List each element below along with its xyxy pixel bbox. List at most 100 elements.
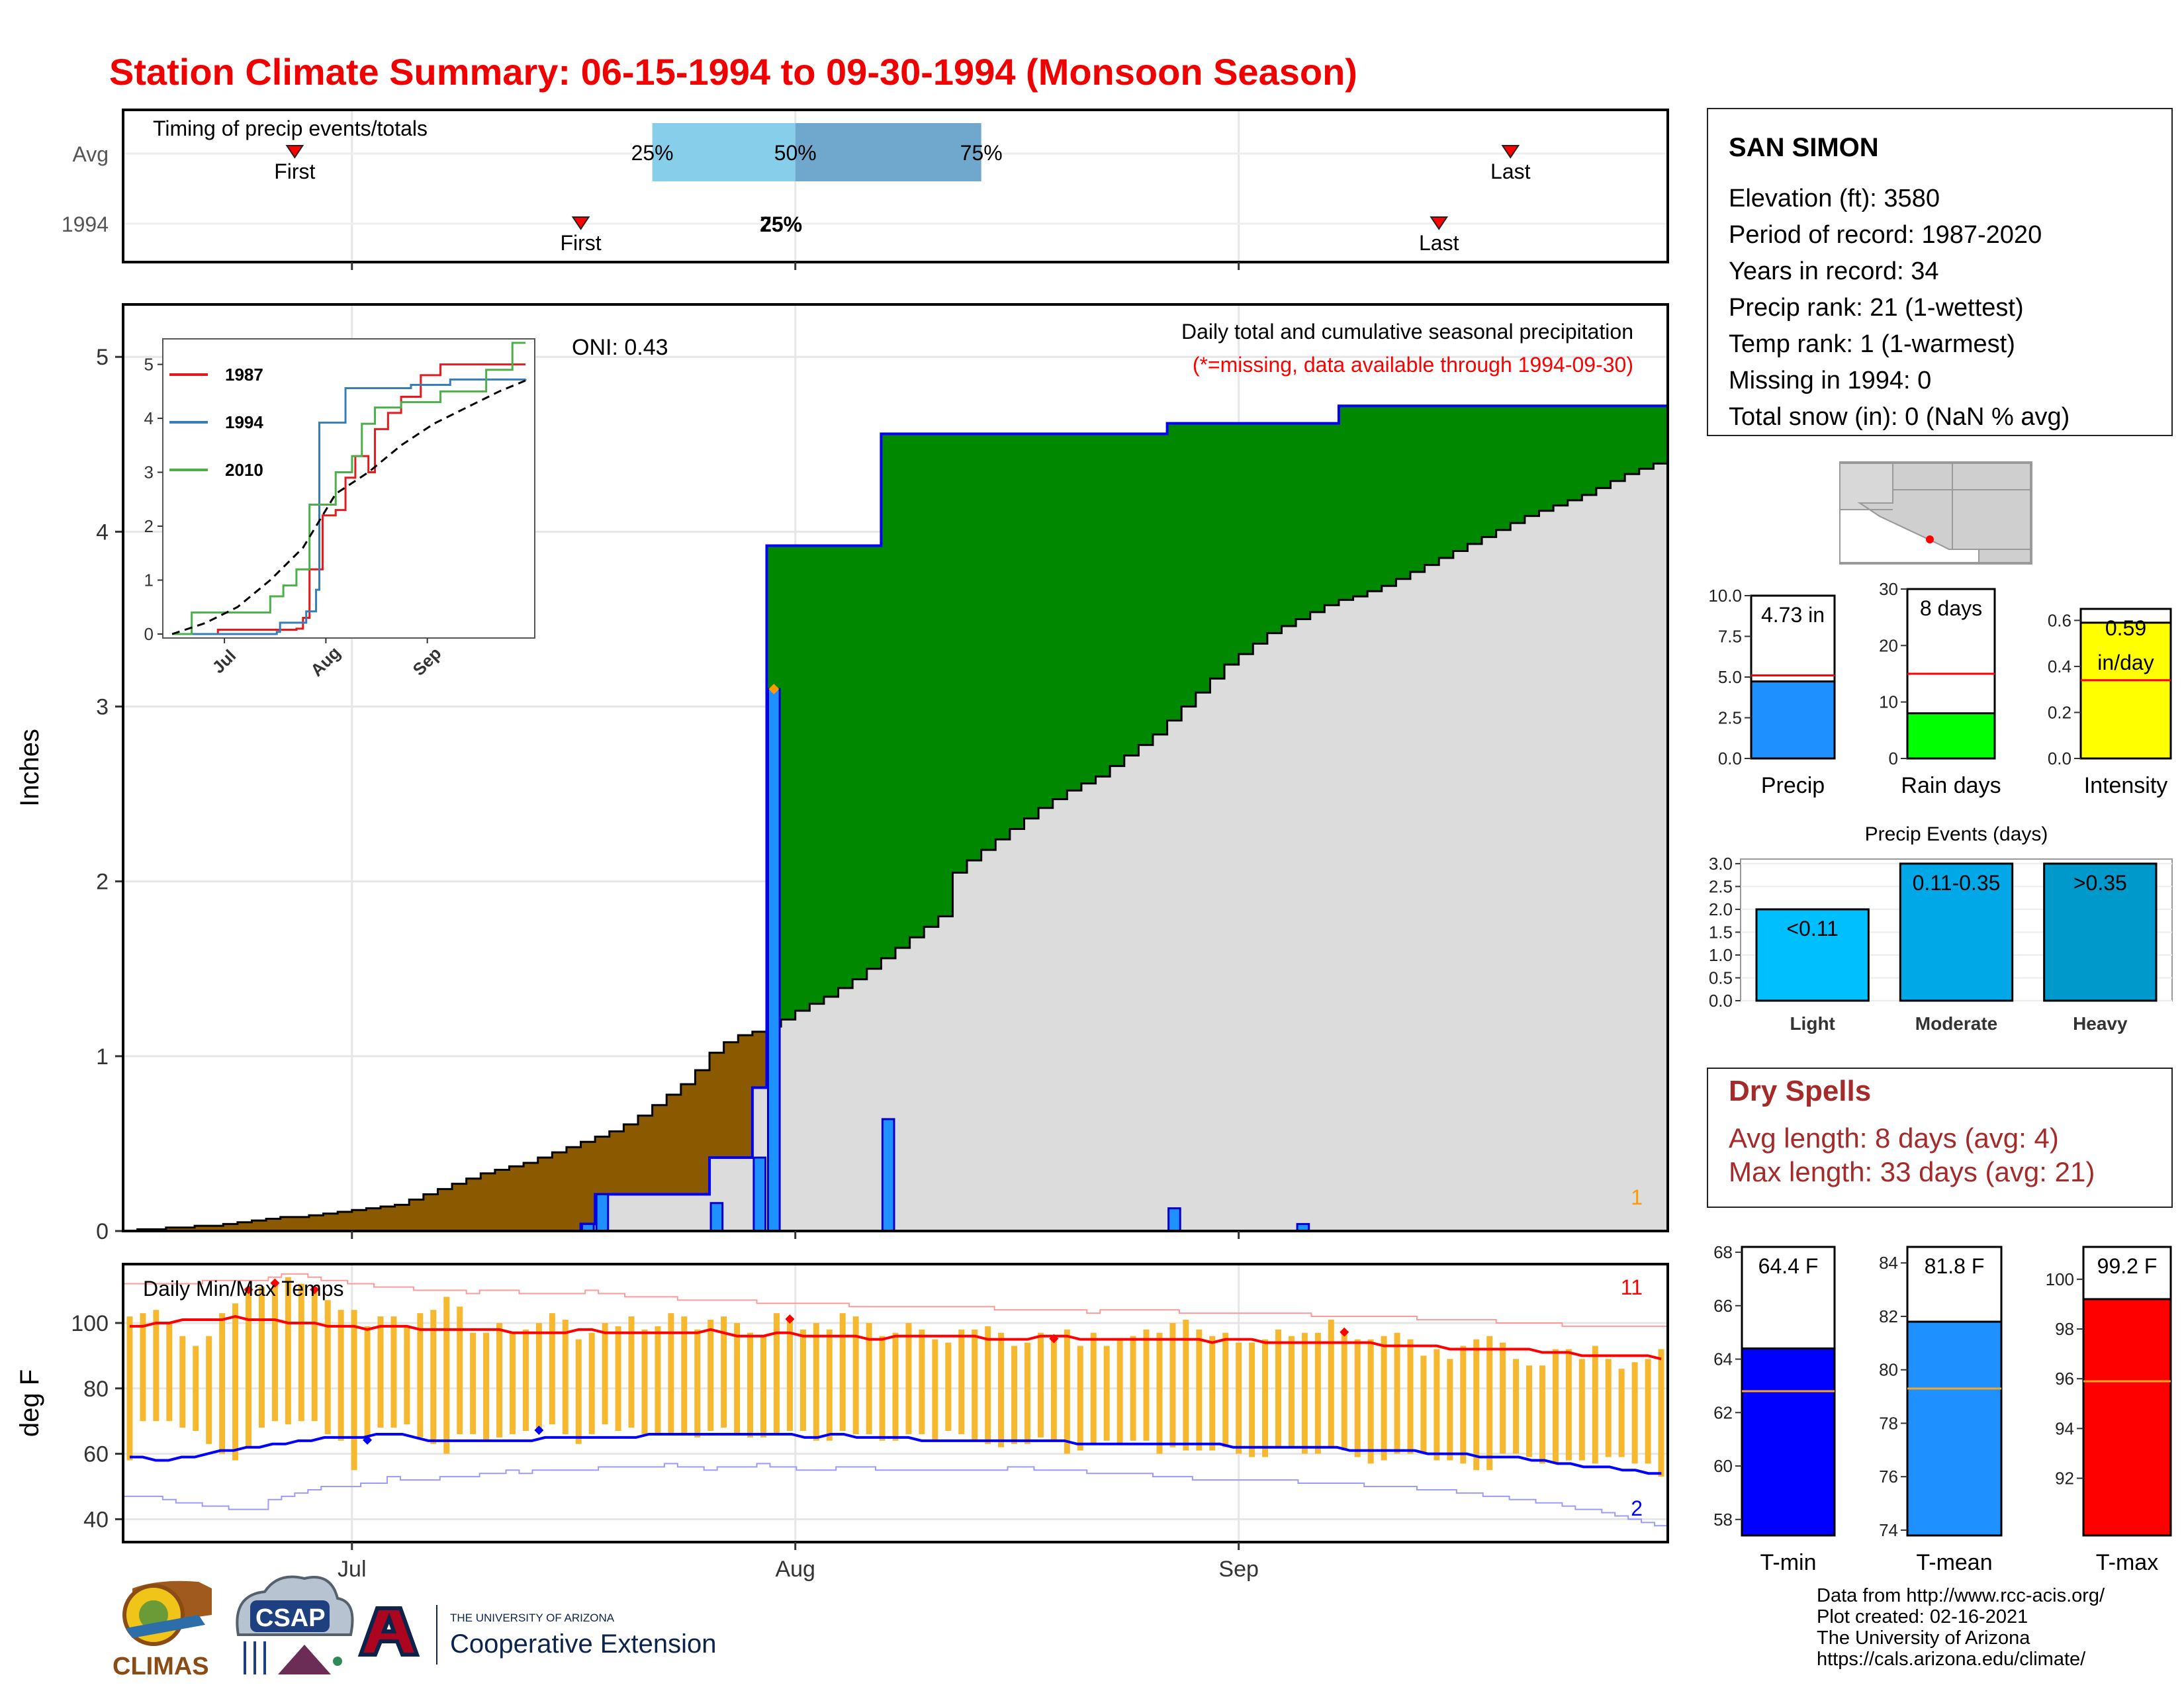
cumulative-common-area <box>638 1194 653 1231</box>
y-tick-label: 10.0 <box>1708 586 1742 606</box>
cumulative-common-area <box>866 968 882 1231</box>
event-bar-label: 0.11-0.35 <box>1913 871 2001 895</box>
cumulative-common-area <box>809 1003 825 1231</box>
plot-border <box>122 303 1669 1232</box>
surplus-area <box>1095 434 1111 777</box>
y-tick-label: 40 <box>83 1507 109 1532</box>
daily-precip-bar <box>767 688 781 1232</box>
cumulative-common-area <box>1596 488 1612 1231</box>
ua-big-text: Cooperative Extension <box>450 1629 716 1659</box>
daily-temp-range-bar <box>351 1310 357 1471</box>
plot-border <box>122 1263 1669 1543</box>
y-tick-label: 0.0 <box>1718 749 1742 768</box>
cumulative-common-area <box>1582 494 1597 1231</box>
surplus-area <box>1582 406 1597 495</box>
bar-category-label: Rain days <box>1901 773 2001 798</box>
surplus-area <box>1038 434 1054 808</box>
plot-border <box>122 109 1669 263</box>
daily-temp-range-bar <box>1249 1342 1255 1457</box>
cumulative-common-area <box>695 1194 710 1231</box>
y-tick-label: 20 <box>1879 635 1898 655</box>
dry-spells-panel: Dry Spells Avg length: 8 days (avg: 4) M… <box>1707 1068 2173 1208</box>
daily-temp-range-bar <box>258 1287 265 1428</box>
inset-series-line <box>172 342 525 635</box>
daily-temp-range-bar <box>1460 1346 1467 1464</box>
daily-temp-range-bar <box>681 1316 688 1434</box>
surplus-area <box>1453 406 1468 551</box>
daily-temp-range-bar <box>338 1310 344 1441</box>
surplus-area <box>852 545 868 980</box>
daily-precip-bar <box>1167 1207 1181 1232</box>
station-line: Years in record: 34 <box>1729 257 1939 285</box>
deficit-area <box>338 1211 353 1231</box>
row-label: Avg <box>72 142 109 166</box>
bar-value-label: 81.8 F <box>1925 1254 1985 1278</box>
inset-series-line <box>172 363 525 635</box>
daily-temp-range-bar <box>509 1332 516 1434</box>
deficit-area <box>480 1173 496 1231</box>
daily-temp-range-bar <box>1288 1336 1295 1447</box>
y-tick-label: 98 <box>2055 1319 2074 1339</box>
daily-temp-range-bar <box>1328 1320 1334 1447</box>
y-tick-label: 0.6 <box>2048 610 2071 630</box>
surplus-area <box>1296 423 1311 619</box>
surplus-area <box>838 545 853 988</box>
record-max-marker <box>1049 1334 1059 1344</box>
daily-temp-range-bar <box>1064 1329 1070 1454</box>
dry-spells-avg: Avg length: 8 days (avg: 4) <box>1729 1122 2059 1154</box>
cumulative-common-area <box>1610 480 1625 1231</box>
precip-events-chart: Precip Events (days) 0.0 0.5 1.0 1.5 2.0 2.53.… <box>1709 823 2173 1034</box>
deficit-area <box>208 1226 224 1231</box>
surplus-area <box>1467 406 1482 544</box>
precip-title: Daily total and cumulative seasonal prec… <box>1181 320 1633 343</box>
surplus-area <box>981 434 996 850</box>
deficit-area <box>266 1218 281 1231</box>
station-line: Period of record: 1987-2020 <box>1729 221 2042 249</box>
cumulative-common-area <box>652 1194 667 1231</box>
surplus-area <box>795 545 810 1011</box>
daily-temp-range-bar <box>1130 1336 1136 1441</box>
daily-temp-range-bar <box>1605 1359 1612 1457</box>
event-marker-label: First <box>560 231 601 255</box>
daily-temp-range-bar <box>1539 1365 1545 1464</box>
inset-y-tick-label: 3 <box>144 463 154 482</box>
cumulative-common-area <box>1081 783 1097 1231</box>
climas-logo: CLIMAS <box>113 1580 212 1680</box>
daily-temp-range-bar <box>747 1332 754 1438</box>
cumulative-common-area <box>1496 529 1511 1232</box>
deficit-area <box>180 1227 195 1231</box>
y-tick-label: 64 <box>1713 1349 1733 1369</box>
daily-temp-range-bar <box>1196 1329 1203 1451</box>
daily-temp-range-bar <box>1645 1359 1651 1464</box>
timing-title: Timing of precip events/totals <box>153 116 428 140</box>
surplus-area <box>1539 406 1554 511</box>
cumulative-common-area <box>680 1194 696 1231</box>
deficit-area <box>394 1205 410 1231</box>
daily-temp-range-bar <box>232 1303 239 1461</box>
event-marker <box>1501 145 1520 159</box>
daily-temp-range-bar <box>1077 1346 1083 1451</box>
daily-temp-range-bar <box>549 1313 555 1425</box>
station-line: Temp rank: 1 (1-warmest) <box>1729 330 2015 358</box>
daily-temp-range-bar <box>1314 1332 1321 1454</box>
daily-temp-range-bar <box>958 1329 965 1434</box>
daily-temp-range-bar <box>1552 1349 1559 1464</box>
daily-temp-range-bar <box>919 1329 925 1434</box>
cumulative-common-area <box>1052 799 1068 1231</box>
station-info-panel: SAN SIMON Elevation (ft): 3580 Period of… <box>1707 108 2173 436</box>
surplus-area <box>1253 423 1268 644</box>
surplus-area <box>823 545 839 997</box>
avg-max-line <box>129 1314 1662 1361</box>
daily-temp-range-bar <box>179 1336 186 1428</box>
daily-temp-range-bar <box>1275 1329 1282 1447</box>
quartile-box-lower <box>652 123 796 181</box>
event-bar-label: <0.11 <box>1786 917 1839 940</box>
cumulative-common-area <box>1167 720 1182 1231</box>
deficit-area <box>295 1216 310 1231</box>
dry-spells-title: Dry Spells <box>1729 1075 1871 1107</box>
deficit-area <box>323 1213 338 1231</box>
surplus-area <box>1653 406 1668 464</box>
y-tick-label: 100 <box>2046 1269 2074 1289</box>
daily-temp-range-bar <box>140 1313 146 1422</box>
surplus-area <box>1024 434 1039 819</box>
